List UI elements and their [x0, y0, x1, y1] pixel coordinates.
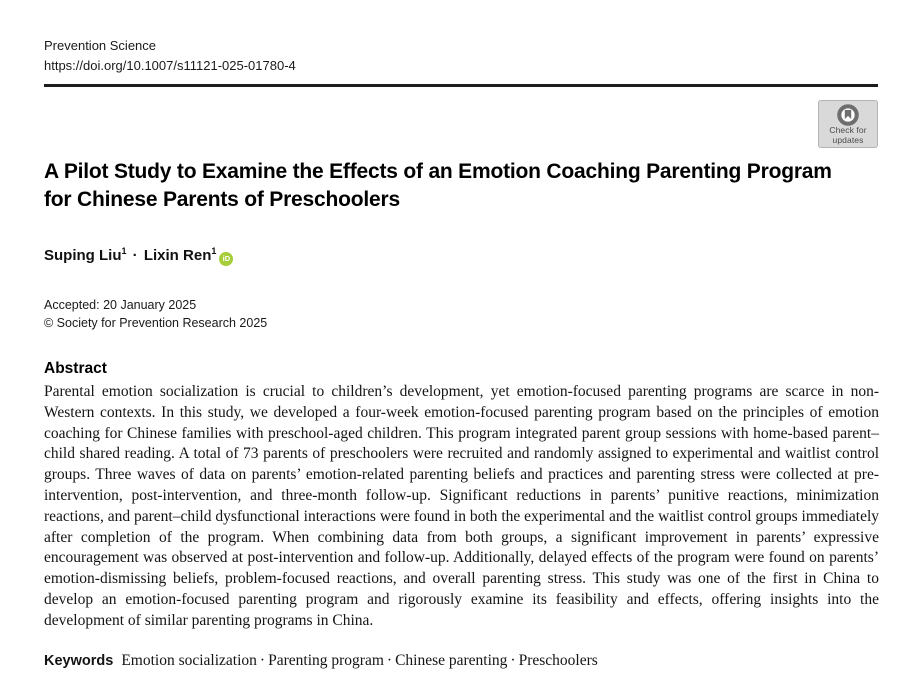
author-affiliation-marker: 1 — [211, 246, 217, 256]
check-badge-text-line1: Check for — [829, 125, 867, 135]
accepted-date: Accepted: 20 January 2025 — [44, 298, 197, 312]
journal-name: Prevention Science — [44, 38, 157, 53]
author-affiliation-marker: 1 — [121, 246, 127, 256]
keyword-separator: · — [386, 652, 393, 669]
keyword-item: Emotion socialization — [121, 652, 257, 669]
abstract-text: Parental emotion socialization is crucia… — [44, 383, 879, 629]
orcid-icon[interactable]: iD — [219, 252, 234, 266]
keyword-item: Parenting program — [268, 652, 384, 669]
header-divider — [44, 84, 878, 87]
keyword-item: Chinese parenting — [395, 652, 508, 669]
check-for-updates-badge[interactable]: Check for updates — [818, 100, 878, 148]
article-dates: Accepted: 20 January 2025 © Society for … — [44, 296, 267, 332]
paper-title: A Pilot Study to Examine the Effects of … — [44, 160, 832, 211]
author-separator: · — [132, 247, 138, 264]
author-line: Suping Liu1 · Lixin Ren1iD — [44, 246, 234, 266]
keyword-separator: · — [259, 652, 266, 669]
journal-header: Prevention Science https://doi.org/10.10… — [44, 36, 296, 76]
author-name: Suping Liu — [44, 247, 122, 264]
copyright-line: © Society for Prevention Research 2025 — [44, 316, 268, 330]
doi-link[interactable]: https://doi.org/10.1007/s11121-025-01780… — [44, 58, 296, 73]
keywords-row: Keywords Emotion socialization · Parenting … — [44, 652, 879, 670]
keyword-separator: · — [510, 652, 516, 669]
abstract-heading: Abstract — [44, 360, 107, 377]
keywords-label: Keywords — [44, 653, 114, 669]
crossmark-icon — [837, 104, 859, 126]
check-badge-text-line2: updates — [832, 134, 864, 145]
author-name: Lixin Ren — [143, 247, 212, 264]
keyword-item: Preschoolers — [518, 652, 598, 669]
